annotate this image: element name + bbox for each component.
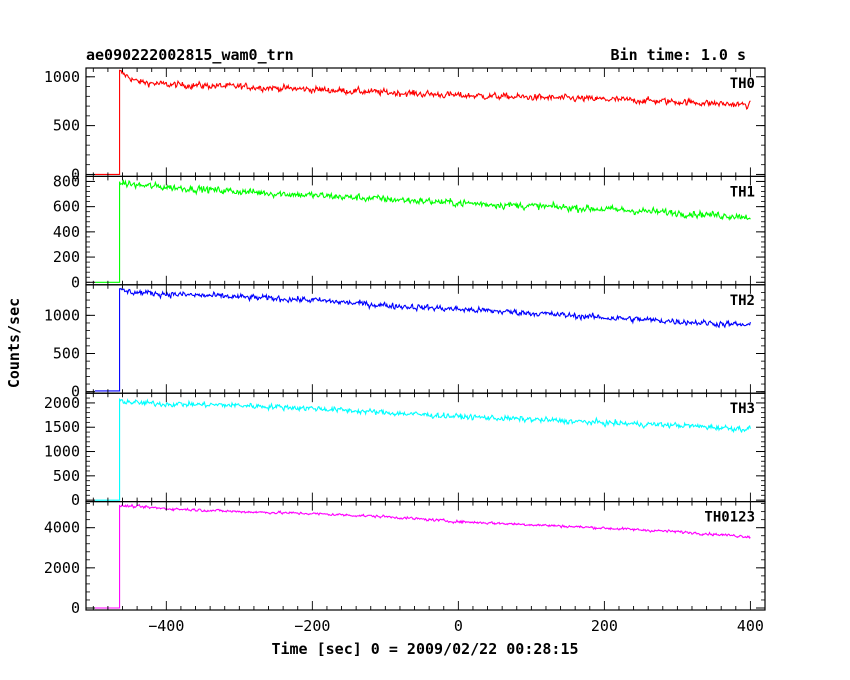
y-tick-label: 2000 <box>44 394 80 412</box>
series-line-th3 <box>94 397 751 501</box>
y-tick-label: 0 <box>71 491 80 509</box>
panel-frame <box>85 392 766 503</box>
panel-th2: 0 500 1000 TH2 <box>44 284 766 401</box>
panel-frame <box>85 501 766 611</box>
x-tick-label: 0 <box>454 617 463 635</box>
y-tick-label: 4000 <box>44 519 80 537</box>
y-tick-label: 400 <box>53 223 80 241</box>
panel-label-th1: TH1 <box>730 184 755 200</box>
y-tick-label: 500 <box>53 467 80 485</box>
x-tick-label: −200 <box>294 617 330 635</box>
panel-label-th0: TH0 <box>730 76 755 92</box>
panel-th1: 0 200 400 600 800 TH1 <box>53 172 766 291</box>
y-tick-label: 200 <box>53 248 80 266</box>
y-tick-label: 0 <box>71 273 80 291</box>
panel-frame <box>85 67 766 178</box>
panel-frame <box>85 175 766 286</box>
series-line-th0 <box>94 69 751 175</box>
bin-time-label: Bin time: 1.0 s <box>611 46 746 64</box>
y-tick-label: 1000 <box>44 443 80 461</box>
y-tick-label: 800 <box>53 172 80 190</box>
y-tick-label: 500 <box>53 345 80 363</box>
panel-label-th0123: TH0123 <box>704 510 755 526</box>
y-tick-label: 0 <box>71 165 80 183</box>
y-axis-label: Counts/sec <box>5 298 23 388</box>
panel-label-th2: TH2 <box>730 293 755 309</box>
y-tick-label: 0 <box>71 599 80 617</box>
y-tick-label: 1000 <box>44 306 80 324</box>
x-axis-label: Time [sec] 0 = 2009/02/22 00:28:15 <box>271 640 578 658</box>
panel-label-th3: TH3 <box>730 401 755 417</box>
series-line-th2 <box>94 287 751 392</box>
y-tick-label: 500 <box>53 117 80 135</box>
y-tick-label: 600 <box>53 198 80 216</box>
series-line-th1 <box>94 179 751 283</box>
panel-th0123: 0 2000 4000 TH0123 <box>44 501 766 617</box>
y-tick-label: 1000 <box>44 68 80 86</box>
x-tick-label: 200 <box>591 617 618 635</box>
panels: 0 500 1000 TH0 0 200 400 600 800 TH1 0 500 1000 TH2 0 5… <box>44 67 766 635</box>
series-line-th0123 <box>94 503 751 609</box>
y-tick-label: 0 <box>71 383 80 401</box>
y-tick-label: 1500 <box>44 418 80 436</box>
x-tick-label: −400 <box>148 617 184 635</box>
panel-frame <box>85 284 766 394</box>
panel-th0: 0 500 1000 TH0 <box>44 67 766 183</box>
y-tick-label: 2000 <box>44 559 80 577</box>
chart-title: ae090222002815_wam0_trn <box>86 46 294 64</box>
panel-th3: 0 500 1000 1500 2000 TH3 <box>44 392 766 509</box>
x-tick-label: 400 <box>737 617 764 635</box>
